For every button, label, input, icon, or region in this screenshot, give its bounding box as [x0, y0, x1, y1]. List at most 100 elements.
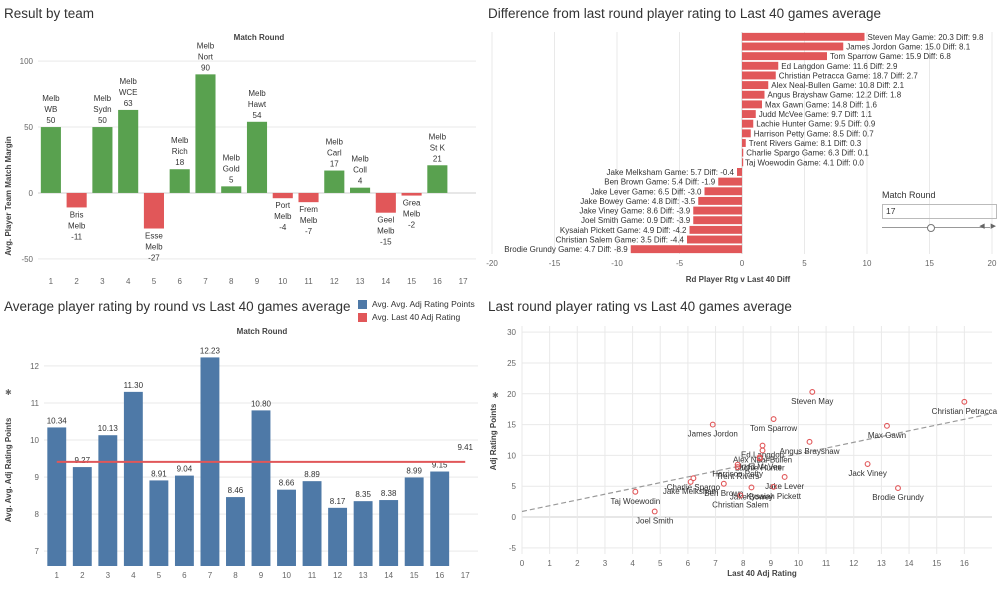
c1-x-tick: 9	[255, 277, 260, 286]
c4-point	[809, 388, 816, 395]
c4-ylabel: Adj Rating Points	[489, 403, 498, 470]
c4-y-tick: 15	[507, 421, 516, 430]
pin-icon-scatter[interactable]: ✱	[492, 391, 499, 400]
c1-x-tick: 16	[433, 277, 442, 286]
c2-bar	[742, 71, 776, 80]
c1-bar-label: Port	[275, 201, 290, 210]
c2-bar-label: Christian Salem Game: 3.5 Diff: -4.4	[556, 236, 685, 245]
c1-bar-label: Melb	[94, 94, 112, 103]
c2-bar-label: Brodie Grundy Game: 4.7 Diff: -8.9	[504, 245, 628, 254]
c4-point-label: Christian Salem	[712, 500, 769, 509]
c4-x-tick: 5	[658, 559, 663, 568]
c1-x-tick: 12	[330, 277, 339, 286]
c4-y-tick: 10	[507, 451, 516, 460]
c3-bar	[251, 410, 271, 566]
c3-bar-label: 8.46	[228, 486, 244, 495]
panel-title-last-round-vs-average: Last round player rating vs Last 40 game…	[488, 299, 792, 314]
c4-point-label: Kysaiah Pickett	[746, 492, 801, 501]
c3-x-tick: 10	[282, 571, 291, 580]
c4-point-label: Christian Petracca	[932, 407, 998, 416]
c4-point-label: Judd McVee	[738, 462, 783, 471]
c4-point-label: Steven May	[791, 397, 833, 406]
c1-bar	[324, 170, 345, 193]
c1-y-tick: 0	[29, 189, 34, 198]
c2-bar-label: Jake Bowey Game: 4.8 Diff: -3.5	[580, 197, 696, 206]
c2-bar	[704, 187, 742, 196]
c1-bar	[40, 127, 61, 193]
c3-y-tick: 11	[31, 399, 40, 408]
c3-bar-label: 12.23	[200, 346, 221, 355]
c1-bar-label: WCE	[119, 88, 138, 97]
result-by-team-chart: Match Round Avg. Player Team Match Margi…	[4, 33, 476, 286]
c2-x-tick: -5	[676, 259, 684, 268]
c3-y-tick: 9	[35, 473, 40, 482]
legend-swatch-line	[358, 312, 367, 322]
slider-arrows-icon[interactable]: ◀ ▶	[979, 223, 998, 230]
c2-bar-label: Alex Neal-Bullen Game: 10.8 Diff: 2.1	[771, 81, 904, 90]
c2-bar	[742, 61, 779, 70]
c2-bar-label: Taj Woewodin Game: 4.1 Diff: 0.0	[745, 158, 864, 167]
c1-bar-label: 54	[253, 111, 262, 120]
c4-point	[759, 447, 766, 454]
c2-x-tick: 15	[925, 259, 934, 268]
c1-x-tick: 5	[152, 277, 157, 286]
c3-x-tick: 13	[359, 571, 368, 580]
c3-bar	[226, 497, 245, 566]
panel-title-result-by-team: Result by team	[4, 6, 95, 21]
c1-bar	[246, 121, 268, 193]
c2-bar-label: Judd McVee Game: 9.7 Diff: 1.1	[759, 110, 873, 119]
c1-x-tick: 15	[407, 277, 416, 286]
c2-bar	[742, 158, 744, 167]
c1-bar-label: WB	[44, 105, 57, 114]
c2-bar-label: Harrison Petty Game: 8.5 Diff: 0.7	[754, 129, 874, 138]
c4-point	[720, 480, 727, 487]
c3-x-tick: 17	[461, 571, 470, 580]
c3-bar	[277, 489, 296, 566]
c2-bar	[737, 167, 742, 176]
match-round-input[interactable]: 17	[882, 204, 997, 219]
c1-bar-label: Melb	[377, 227, 395, 236]
c2-bar-label: Max Gawn Game: 14.8 Diff: 1.6	[765, 100, 877, 109]
c3-bar	[174, 475, 194, 566]
difference-chart: Rd Player Rtg v Last 40 Diff -20 -15 -10 -5…	[486, 32, 997, 284]
match-round-filter: Match Round 17 ◀ ▶	[882, 190, 998, 233]
c4-point-label: Jake Bowey	[730, 492, 773, 501]
pin-icon[interactable]: ✱	[5, 388, 12, 397]
c3-x-tick: 15	[410, 571, 419, 580]
slider-track	[882, 227, 990, 228]
c3-bar-label: 8.91	[151, 469, 167, 478]
c4-point-label: Harrison Petty	[712, 470, 763, 479]
c4-point	[737, 492, 744, 499]
c4-point	[748, 484, 755, 491]
c2-bar	[742, 129, 751, 138]
c4-point-label: Taj Woewodin	[611, 497, 661, 506]
filter-title: Match Round	[882, 190, 936, 200]
c4-x-tick: 16	[960, 559, 969, 568]
c4-y-tick: 20	[507, 390, 516, 399]
c3-bar	[98, 435, 118, 566]
c2-bar	[693, 216, 742, 225]
c1-bar-label: Melb	[223, 153, 241, 162]
scatter-chart: Last 40 Adj Rating Adj Rating Points ✱ -…	[489, 326, 998, 578]
c3-x-tick: 9	[259, 571, 264, 580]
c1-bar-label: Melb	[274, 212, 292, 221]
c1-bar	[92, 127, 113, 193]
c2-x-tick: 20	[988, 259, 997, 268]
c4-point-label: Jake Melksham	[663, 487, 719, 496]
c2-x-tick: 0	[740, 259, 745, 268]
c4-point-label: Tom Sparrow	[750, 424, 797, 433]
c4-y-tick: 0	[512, 513, 517, 522]
match-round-slider[interactable]: ◀ ▶	[882, 223, 998, 233]
c1-bar-label: Carl	[327, 149, 342, 158]
c4-point	[690, 475, 697, 482]
c3-x-tick: 8	[233, 571, 238, 580]
c1-bar-label: 18	[175, 158, 184, 167]
c1-bar-label: Melb	[300, 216, 318, 225]
c1-bar	[169, 169, 190, 193]
c1-bar-label: Melb	[42, 94, 60, 103]
c4-x-tick: 6	[686, 559, 691, 568]
c4-x-tick: 4	[630, 559, 635, 568]
c1-bar-label: Rich	[172, 147, 188, 156]
slider-knob[interactable]	[927, 224, 935, 232]
c2-bar-label: Jake Viney Game: 8.6 Diff: -3.9	[579, 207, 690, 216]
